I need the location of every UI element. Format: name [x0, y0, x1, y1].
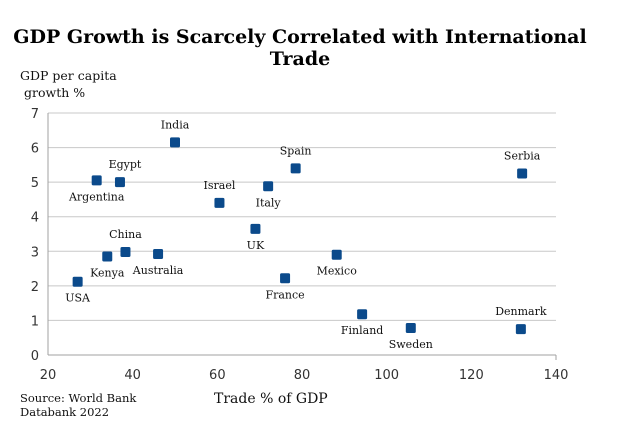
data-point	[280, 273, 291, 284]
data-point	[331, 249, 342, 260]
x-tick-label: 60	[209, 368, 226, 383]
data-point-label: Finland	[341, 324, 383, 337]
data-point	[170, 137, 180, 148]
data-point	[91, 175, 102, 186]
y-tick-label: 2	[31, 280, 39, 295]
x-axis-label: Trade % of GDP	[214, 391, 328, 407]
y-tick-label: 3	[31, 245, 39, 260]
data-point-label: Australia	[132, 264, 184, 277]
y-tick-label: 1	[31, 314, 39, 329]
data-point-label: Serbia	[504, 150, 541, 163]
data-point	[214, 197, 225, 208]
source-line-1: Source: World Bank	[20, 391, 137, 405]
source-line-2: Databank 2022	[20, 405, 110, 419]
data-point	[405, 323, 416, 334]
data-point	[153, 249, 164, 260]
data-point	[102, 251, 113, 262]
x-tick-label: 20	[40, 368, 57, 383]
data-point-label: Argentina	[68, 190, 125, 203]
data-point-label: Egypt	[109, 158, 142, 171]
data-point-label: Italy	[256, 196, 282, 209]
data-point-label: Mexico	[317, 265, 358, 278]
x-tick-label: 100	[374, 368, 399, 383]
y-axis-label: GDP per capita growth %	[20, 67, 117, 101]
y-tick-label: 4	[31, 211, 39, 226]
x-tick-label: 120	[459, 368, 484, 383]
data-point	[517, 168, 528, 179]
data-point	[250, 223, 261, 234]
data-point-label: Sweden	[389, 338, 433, 351]
x-tick-label: 80	[294, 368, 311, 383]
data-point-label: Denmark	[495, 305, 547, 318]
y-tick-label: 0	[31, 349, 39, 364]
data-point-label: Israel	[204, 179, 236, 192]
y-tick-label: 5	[31, 176, 39, 191]
data-point-label: France	[265, 288, 304, 301]
data-point-label: India	[161, 118, 190, 131]
y-axis-label-line-1: GDP per capita	[20, 68, 117, 83]
data-point	[120, 246, 131, 257]
y-axis-label-line-2: growth %	[24, 85, 86, 100]
data-point	[515, 324, 526, 335]
data-point	[357, 309, 368, 320]
data-point	[290, 163, 301, 174]
x-tick-label: 140	[544, 368, 569, 383]
data-point	[263, 181, 274, 192]
y-tick-label: 7	[31, 107, 39, 122]
source-note: Source: World Bank Databank 2022	[20, 391, 136, 419]
data-point	[72, 276, 83, 287]
x-tick-label: 40	[124, 368, 141, 383]
data-point-label: UK	[247, 239, 265, 252]
data-point	[114, 177, 125, 188]
data-point-label: China	[109, 228, 142, 241]
y-tick-label: 6	[31, 142, 39, 157]
data-point-label: Spain	[280, 144, 312, 157]
data-point-label: Kenya	[90, 266, 125, 279]
data-point-label: USA	[65, 292, 91, 305]
chart-title: GDP Growth is Scarcely Correlated with I…	[13, 26, 587, 70]
